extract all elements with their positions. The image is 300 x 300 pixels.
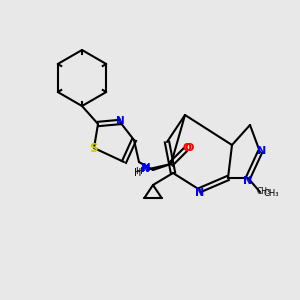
Text: N: N [141, 164, 149, 174]
Text: N: N [195, 188, 205, 198]
Text: CH₃: CH₃ [257, 188, 271, 196]
Text: O: O [184, 143, 194, 153]
Text: S: S [89, 142, 97, 154]
Text: H: H [135, 167, 141, 176]
Text: H: H [134, 168, 142, 178]
Text: N: N [116, 116, 124, 126]
Text: CH₃: CH₃ [264, 190, 280, 199]
Text: N: N [243, 176, 253, 186]
Text: O: O [183, 143, 191, 153]
Text: N: N [142, 163, 150, 173]
Text: N: N [257, 146, 267, 156]
